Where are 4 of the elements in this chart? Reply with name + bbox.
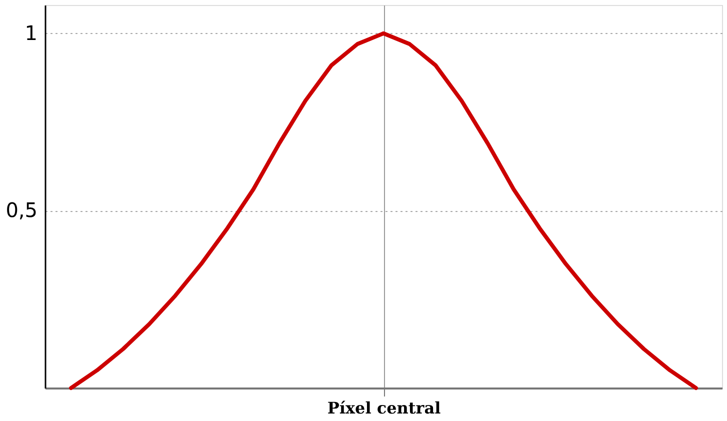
x-tick-label: Píxel central xyxy=(327,398,441,418)
line-series xyxy=(69,31,698,390)
y-tick-label: 0,5 xyxy=(6,198,38,222)
y-tick-label: 1 xyxy=(24,20,38,45)
